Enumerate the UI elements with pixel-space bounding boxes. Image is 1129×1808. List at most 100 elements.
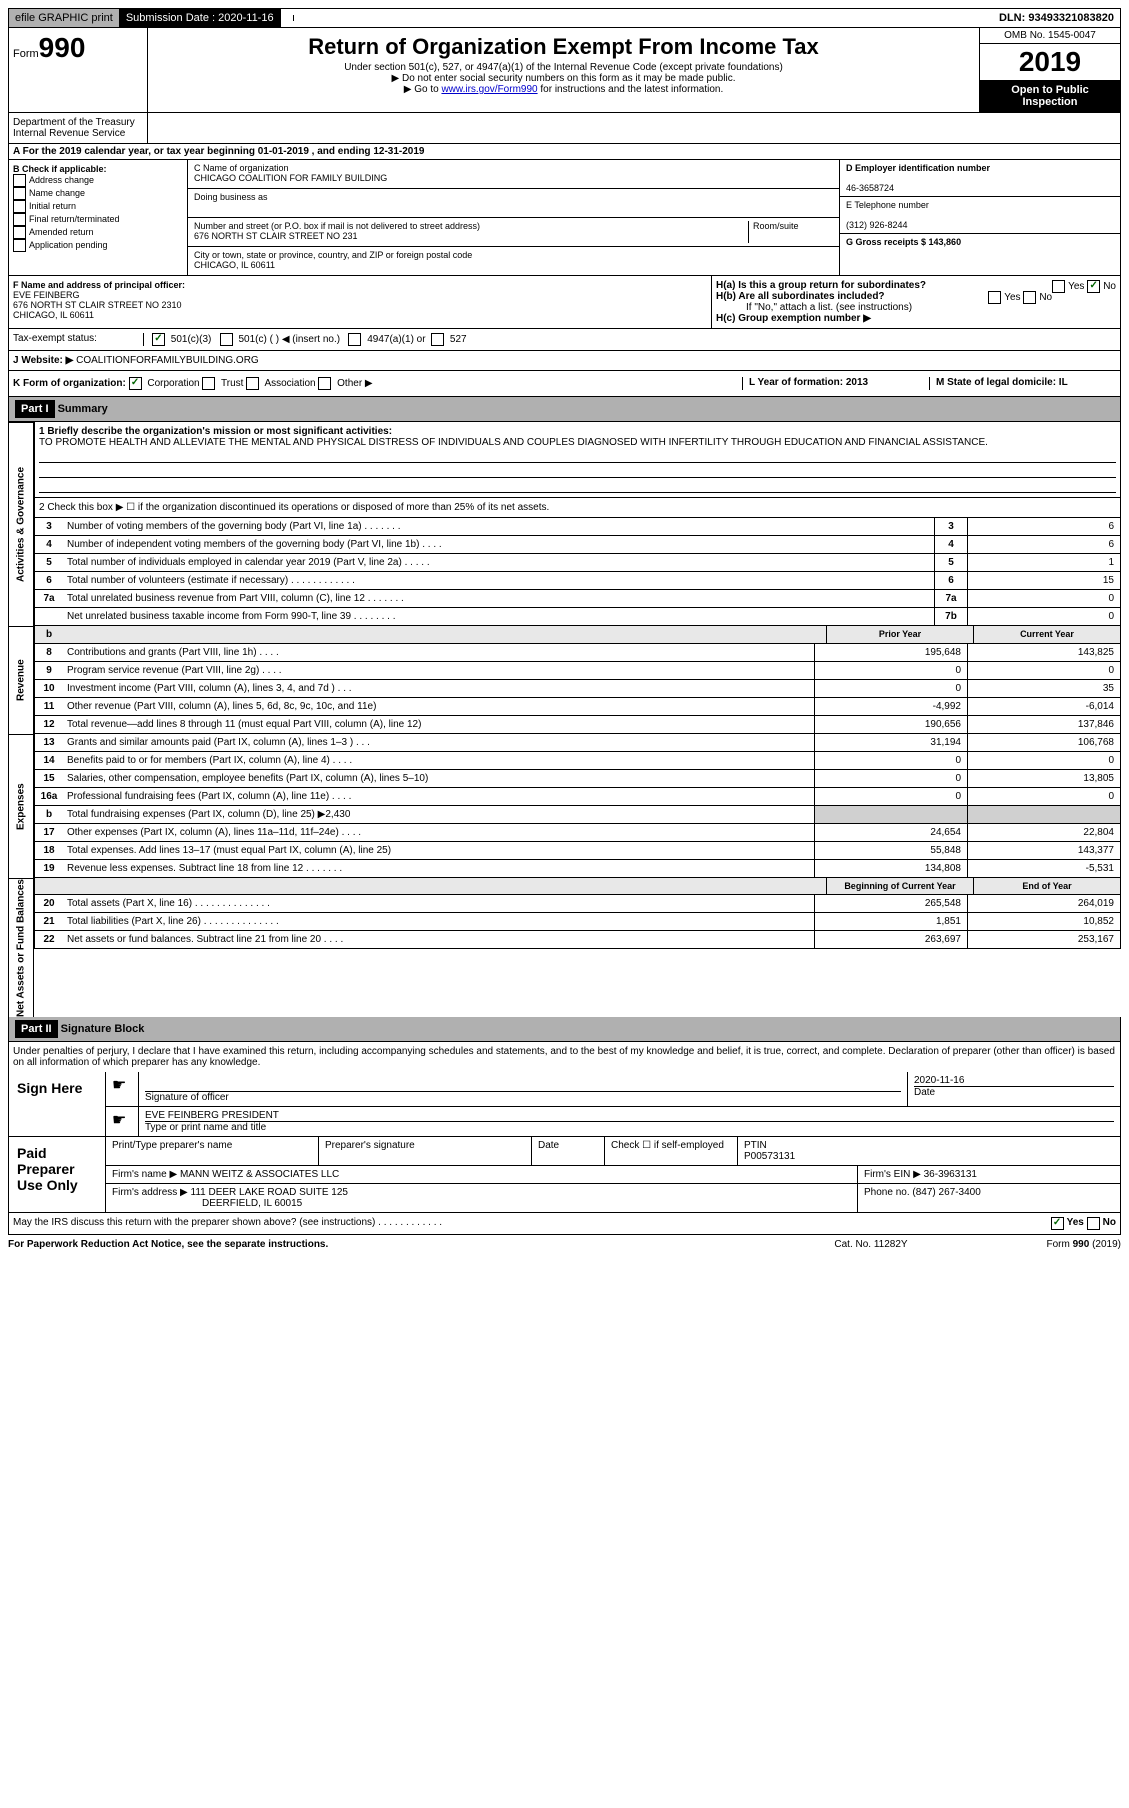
line1-label: 1 Briefly describe the organization's mi… <box>39 426 392 437</box>
line-box: 4 <box>934 536 967 553</box>
form-footer: Form 990 (2019) <box>971 1239 1121 1250</box>
assoc-checkbox[interactable] <box>246 377 259 390</box>
gov-line: Net unrelated business taxable income fr… <box>34 608 1121 626</box>
section-b-row: B Check if applicable: Address change Na… <box>8 160 1121 276</box>
prior-value: 195,648 <box>814 644 967 661</box>
line-desc: Total unrelated business revenue from Pa… <box>63 590 934 607</box>
end-value: 253,167 <box>967 931 1120 948</box>
4947-checkbox[interactable] <box>348 333 361 346</box>
date-label: Date <box>914 1087 935 1098</box>
exp-line: 17 Other expenses (Part IX, column (A), … <box>34 824 1121 842</box>
col-b-checkboxes: B Check if applicable: Address change Na… <box>9 160 188 275</box>
ha-yes-checkbox[interactable] <box>1052 280 1065 293</box>
name-change-checkbox[interactable] <box>13 187 26 200</box>
line-num: 17 <box>35 824 63 841</box>
side-activities: Activities & Governance <box>8 422 34 626</box>
hc-label: H(c) Group exemption number ▶ <box>716 313 871 324</box>
prior-value: -4,992 <box>814 698 967 715</box>
ein-value: 46-3658724 <box>846 183 894 193</box>
exp-line: 13 Grants and similar amounts paid (Part… <box>34 734 1121 752</box>
line-desc: Program service revenue (Part VIII, line… <box>63 662 814 679</box>
501c3-checkbox[interactable] <box>152 333 165 346</box>
ha-no-checkbox[interactable] <box>1087 280 1100 293</box>
addr-change-checkbox[interactable] <box>13 174 26 187</box>
city-value: CHICAGO, IL 60611 <box>194 260 275 270</box>
firm-ein-label: Firm's EIN ▶ <box>864 1169 921 1180</box>
501c-checkbox[interactable] <box>220 333 233 346</box>
part2-header-title: Signature Block <box>61 1023 145 1035</box>
dba-label: Doing business as <box>194 192 268 202</box>
net-line: 22 Net assets or fund balances. Subtract… <box>34 931 1121 949</box>
prior-value: 190,656 <box>814 716 967 733</box>
type-label: Type or print name and title <box>145 1122 266 1133</box>
firm-ein: 36-3963131 <box>924 1169 977 1180</box>
line2-text: 2 Check this box ▶ ☐ if the organization… <box>39 502 549 513</box>
other-checkbox[interactable] <box>318 377 331 390</box>
dln-value: DLN: 93493321083820 <box>993 9 1120 27</box>
discuss-yes-checkbox[interactable] <box>1051 1217 1064 1230</box>
trust-checkbox[interactable] <box>202 377 215 390</box>
end-value: 10,852 <box>967 913 1120 930</box>
omb-number: OMB No. 1545-0047 <box>980 28 1120 44</box>
line-num: 18 <box>35 842 63 859</box>
discuss-no-checkbox[interactable] <box>1087 1217 1100 1230</box>
paperwork-notice: For Paperwork Reduction Act Notice, see … <box>8 1239 771 1250</box>
discuss-text: May the IRS discuss this return with the… <box>13 1217 1051 1230</box>
rev-line: 8 Contributions and grants (Part VIII, l… <box>34 644 1121 662</box>
line-num: 10 <box>35 680 63 697</box>
irs-link[interactable]: www.irs.gov/Form990 <box>441 84 537 95</box>
exp-line: 14 Benefits paid to or for members (Part… <box>34 752 1121 770</box>
current-value <box>967 806 1120 823</box>
hb-no-checkbox[interactable] <box>1023 291 1036 304</box>
prior-value: 0 <box>814 680 967 697</box>
gov-line: 6 Total number of volunteers (estimate i… <box>34 572 1121 590</box>
hb-label: H(b) Are all subordinates included? <box>716 291 885 302</box>
gov-line: 3 Number of voting members of the govern… <box>34 518 1121 536</box>
row-k-form-org: K Form of organization: Corporation Trus… <box>8 371 1121 397</box>
cat-number: Cat. No. 11282Y <box>771 1239 971 1250</box>
amended-checkbox[interactable] <box>13 226 26 239</box>
line-desc: Total expenses. Add lines 13–17 (must eq… <box>63 842 814 859</box>
firm-phone-label: Phone no. <box>864 1187 910 1198</box>
col-d-ein: D Employer identification number 46-3658… <box>840 160 1120 275</box>
officer-name: EVE FEINBERG <box>13 290 80 300</box>
current-value: 137,846 <box>967 716 1120 733</box>
declaration-text: Under penalties of perjury, I declare th… <box>8 1042 1121 1072</box>
current-year-header: Current Year <box>973 626 1120 643</box>
dept-row: Department of the Treasury Internal Reve… <box>8 113 1121 144</box>
part1-badge: Part I <box>15 400 55 418</box>
initial-return-checkbox[interactable] <box>13 200 26 213</box>
line-value: 0 <box>967 590 1120 607</box>
addr-value: 676 NORTH ST CLAIR STREET NO 231 <box>194 231 358 241</box>
current-value: -5,531 <box>967 860 1120 877</box>
prior-value: 134,808 <box>814 860 967 877</box>
line-desc: Salaries, other compensation, employee b… <box>63 770 814 787</box>
prep-sig-label: Preparer's signature <box>319 1137 532 1165</box>
firm-addr: 111 DEER LAKE ROAD SUITE 125 <box>191 1187 348 1198</box>
b-marker: b <box>35 626 63 643</box>
line-num: 5 <box>35 554 63 571</box>
paid-preparer-label: Paid Preparer Use Only <box>9 1137 106 1212</box>
d-label: D Employer identification number <box>846 163 990 173</box>
l-label: L Year of formation: 2013 <box>749 377 868 388</box>
ha-label: H(a) Is this a group return for subordin… <box>716 280 926 291</box>
efile-print-button[interactable]: efile GRAPHIC print <box>9 9 120 27</box>
section-a-row: A For the 2019 calendar year, or tax yea… <box>8 144 1121 160</box>
line-box: 3 <box>934 518 967 535</box>
app-pending-checkbox[interactable] <box>13 239 26 252</box>
col-f-officer: F Name and address of principal officer:… <box>9 276 712 328</box>
hb-yes-checkbox[interactable] <box>988 291 1001 304</box>
begin-year-header: Beginning of Current Year <box>826 878 973 894</box>
current-value: 143,825 <box>967 644 1120 661</box>
col-h-group: H(a) Is this a group return for subordin… <box>712 276 1120 328</box>
c-label: C Name of organization <box>194 163 289 173</box>
part1-header: Part I Summary <box>8 397 1121 422</box>
subtitle-3: ▶ Go to www.irs.gov/Form990 for instruct… <box>156 84 971 95</box>
gov-line: 7a Total unrelated business revenue from… <box>34 590 1121 608</box>
final-return-checkbox[interactable] <box>13 213 26 226</box>
corp-checkbox[interactable] <box>129 377 142 390</box>
527-checkbox[interactable] <box>431 333 444 346</box>
form-number-box: Form990 <box>9 28 148 112</box>
ptin-value: P00573131 <box>744 1151 795 1162</box>
line-value: 6 <box>967 536 1120 553</box>
